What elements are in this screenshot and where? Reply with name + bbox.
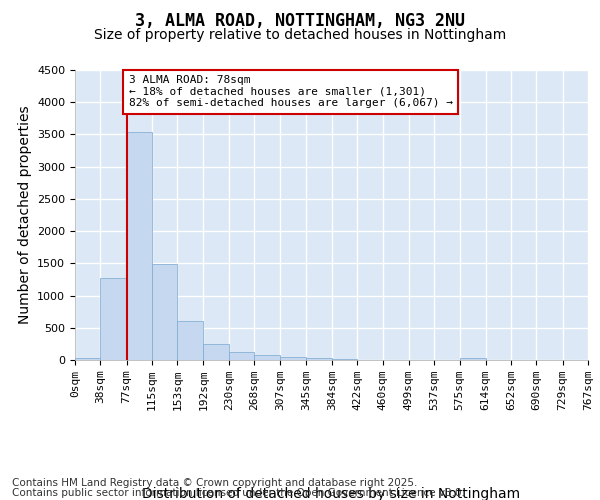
Text: Size of property relative to detached houses in Nottingham: Size of property relative to detached ho… xyxy=(94,28,506,42)
Bar xyxy=(127,132,152,360)
Bar xyxy=(100,278,127,360)
Bar xyxy=(203,344,229,360)
Text: 3, ALMA ROAD, NOTTINGHAM, NG3 2NU: 3, ALMA ROAD, NOTTINGHAM, NG3 2NU xyxy=(135,12,465,30)
Bar xyxy=(306,358,332,360)
Text: Contains HM Land Registry data © Crown copyright and database right 2025.: Contains HM Land Registry data © Crown c… xyxy=(12,478,418,488)
Bar xyxy=(460,358,485,360)
Bar xyxy=(75,358,100,360)
Bar xyxy=(254,355,280,360)
Y-axis label: Number of detached properties: Number of detached properties xyxy=(17,106,32,324)
Text: Contains public sector information licensed under the Open Government Licence v3: Contains public sector information licen… xyxy=(12,488,465,498)
X-axis label: Distribution of detached houses by size in Nottingham: Distribution of detached houses by size … xyxy=(142,486,521,500)
Bar xyxy=(229,352,254,360)
Bar xyxy=(178,322,203,360)
Bar xyxy=(280,358,306,360)
Bar xyxy=(152,264,178,360)
Text: 3 ALMA ROAD: 78sqm
← 18% of detached houses are smaller (1,301)
82% of semi-deta: 3 ALMA ROAD: 78sqm ← 18% of detached hou… xyxy=(128,75,452,108)
